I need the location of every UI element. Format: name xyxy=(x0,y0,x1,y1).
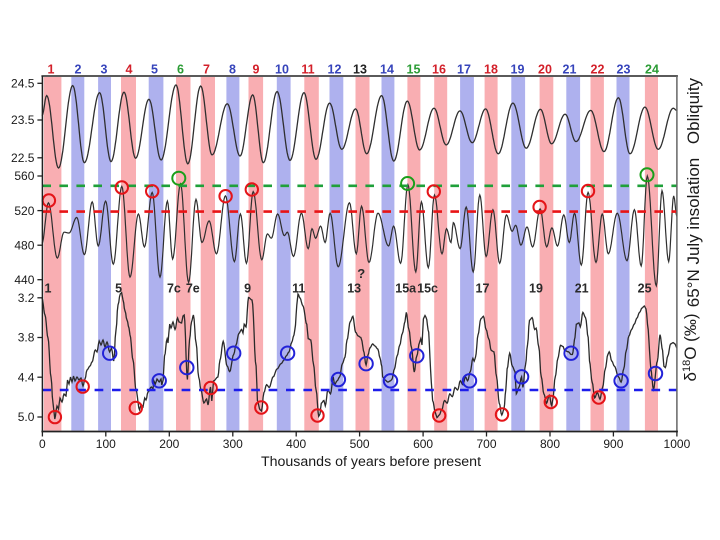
svg-text:520: 520 xyxy=(14,204,34,218)
svg-text:11: 11 xyxy=(292,282,305,296)
svg-text:18: 18 xyxy=(484,63,498,77)
svg-text:500: 500 xyxy=(350,437,370,451)
svg-text:20: 20 xyxy=(538,63,552,77)
svg-text:Obliquity: Obliquity xyxy=(684,77,703,144)
svg-text:480: 480 xyxy=(14,238,34,252)
svg-text:200: 200 xyxy=(159,437,179,451)
svg-text:0: 0 xyxy=(39,437,46,451)
svg-text:11: 11 xyxy=(301,63,314,77)
svg-text:23.5: 23.5 xyxy=(11,113,35,127)
svg-text:24.5: 24.5 xyxy=(11,77,35,91)
svg-text:22.5: 22.5 xyxy=(11,151,35,165)
svg-text:12: 12 xyxy=(328,63,342,77)
svg-text:6: 6 xyxy=(177,63,184,77)
svg-text:9: 9 xyxy=(244,282,251,296)
svg-text:?: ? xyxy=(357,266,365,281)
svg-text:19: 19 xyxy=(529,282,543,296)
svg-text:4.4: 4.4 xyxy=(18,370,35,384)
svg-text:1000: 1000 xyxy=(664,437,691,451)
svg-text:7c: 7c xyxy=(167,282,181,296)
svg-text:600: 600 xyxy=(413,437,433,451)
svg-text:400: 400 xyxy=(286,437,306,451)
svg-text:15a: 15a xyxy=(395,282,417,296)
svg-text:21: 21 xyxy=(575,282,589,296)
svg-text:2: 2 xyxy=(75,63,82,77)
svg-text:19: 19 xyxy=(511,63,525,77)
svg-text:4: 4 xyxy=(126,63,133,77)
svg-text:700: 700 xyxy=(476,437,496,451)
svg-text:Thousands of years before pres: Thousands of years before present xyxy=(261,454,481,470)
svg-text:3: 3 xyxy=(101,63,108,77)
svg-text:3.8: 3.8 xyxy=(18,331,35,345)
svg-text:25: 25 xyxy=(638,282,652,296)
svg-text:3.2: 3.2 xyxy=(18,291,35,305)
svg-text:8: 8 xyxy=(229,63,236,77)
svg-text:13: 13 xyxy=(353,63,367,77)
svg-text:24: 24 xyxy=(645,63,659,77)
svg-text:300: 300 xyxy=(223,437,243,451)
svg-text:17: 17 xyxy=(476,282,490,296)
svg-text:65°N July insolation: 65°N July insolation xyxy=(684,158,703,308)
svg-text:14: 14 xyxy=(380,63,394,77)
svg-text:16: 16 xyxy=(432,63,446,77)
svg-text:900: 900 xyxy=(603,437,623,451)
svg-text:22: 22 xyxy=(591,63,605,77)
svg-text:23: 23 xyxy=(617,63,631,77)
svg-text:7: 7 xyxy=(203,63,210,77)
svg-text:15c: 15c xyxy=(417,282,438,296)
svg-text:5: 5 xyxy=(115,282,122,296)
svg-text:5: 5 xyxy=(151,63,158,77)
svg-text:1: 1 xyxy=(45,282,52,296)
svg-text:1: 1 xyxy=(48,63,55,77)
svg-text:13: 13 xyxy=(347,282,361,296)
svg-text:5.0: 5.0 xyxy=(18,410,35,424)
svg-text:21: 21 xyxy=(563,63,577,77)
svg-text:100: 100 xyxy=(96,437,116,451)
svg-text:10: 10 xyxy=(275,63,289,77)
svg-text:7e: 7e xyxy=(186,282,200,296)
svg-text:440: 440 xyxy=(14,273,34,287)
svg-text:800: 800 xyxy=(540,437,560,451)
svg-text:15: 15 xyxy=(407,63,421,77)
svg-text:560: 560 xyxy=(14,169,34,183)
svg-text:9: 9 xyxy=(253,63,260,77)
svg-text:17: 17 xyxy=(457,63,471,77)
